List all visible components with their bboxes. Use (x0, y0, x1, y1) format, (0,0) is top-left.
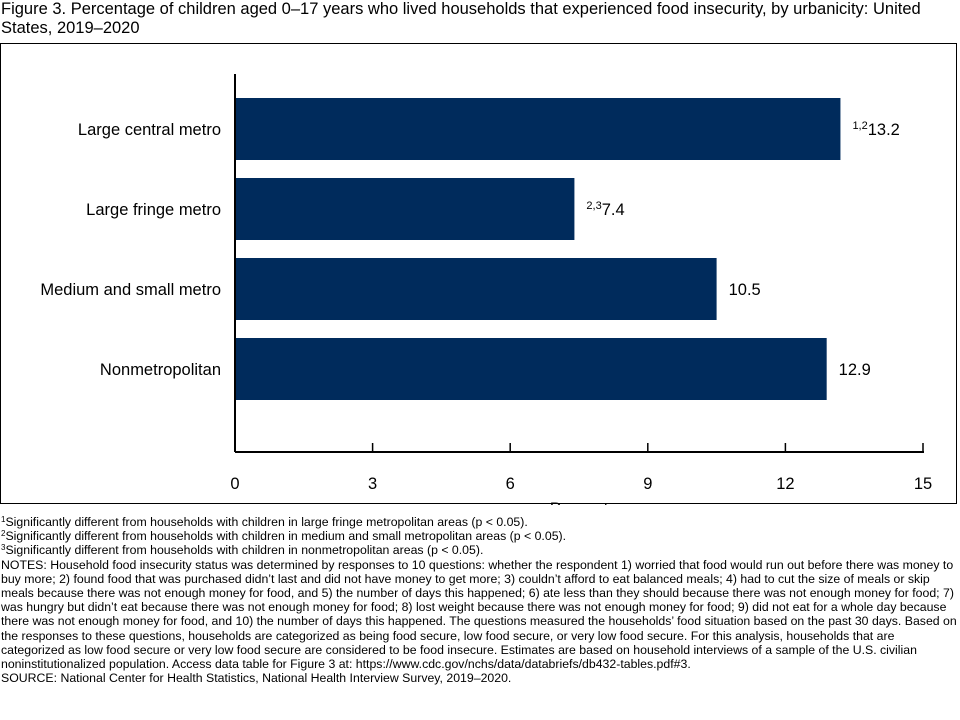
data-label: 2,37.4 (586, 200, 624, 219)
x-tick-label: 12 (776, 475, 794, 493)
footnote-text: Significantly different from households … (5, 543, 484, 558)
bar (235, 98, 841, 160)
x-tick-label: 0 (230, 475, 239, 493)
figure-title: Figure 3. Percentage of children aged 0–… (1, 0, 921, 37)
footnote-marker: 3 (1, 543, 6, 553)
bar (235, 178, 575, 240)
notes-text: NOTES: Household food insecurity status … (1, 557, 957, 672)
x-tick-label: 15 (914, 475, 932, 493)
category-label: Large fringe metro (86, 201, 221, 219)
data-label: 12.9 (839, 361, 871, 379)
footnote-3: 3Significantly different from households… (1, 543, 959, 557)
bar (235, 338, 827, 400)
notes-section: 1Significantly different from households… (1, 515, 959, 685)
source-text: SOURCE: National Center for Health Stati… (1, 671, 512, 686)
x-tick-label: 3 (368, 475, 377, 493)
footnote-text: Significantly different from households … (5, 529, 567, 544)
chart-frame: Large central metro 1,213.2 Large fringe m… (0, 43, 957, 505)
x-axis-title: Percent (550, 499, 609, 505)
footnote-1: 1Significantly different from households… (1, 515, 959, 529)
x-tick-label: 6 (506, 475, 515, 493)
x-tick-label: 9 (643, 475, 652, 493)
footnote-marker: 2 (1, 529, 6, 539)
category-label: Medium and small metro (40, 281, 221, 299)
category-label: Nonmetropolitan (100, 361, 221, 379)
footnote-text: Significantly different from households … (5, 515, 528, 529)
category-label: Large central metro (78, 121, 221, 139)
bar-chart: Large central metro 1,213.2 Large fringe m… (40, 74, 932, 505)
bar (235, 258, 717, 320)
footnote-marker: 1 (1, 515, 6, 524)
data-label: 1,213.2 (852, 120, 899, 139)
footnote-2: 2Significantly different from households… (1, 529, 959, 543)
data-label: 10.5 (729, 281, 761, 299)
